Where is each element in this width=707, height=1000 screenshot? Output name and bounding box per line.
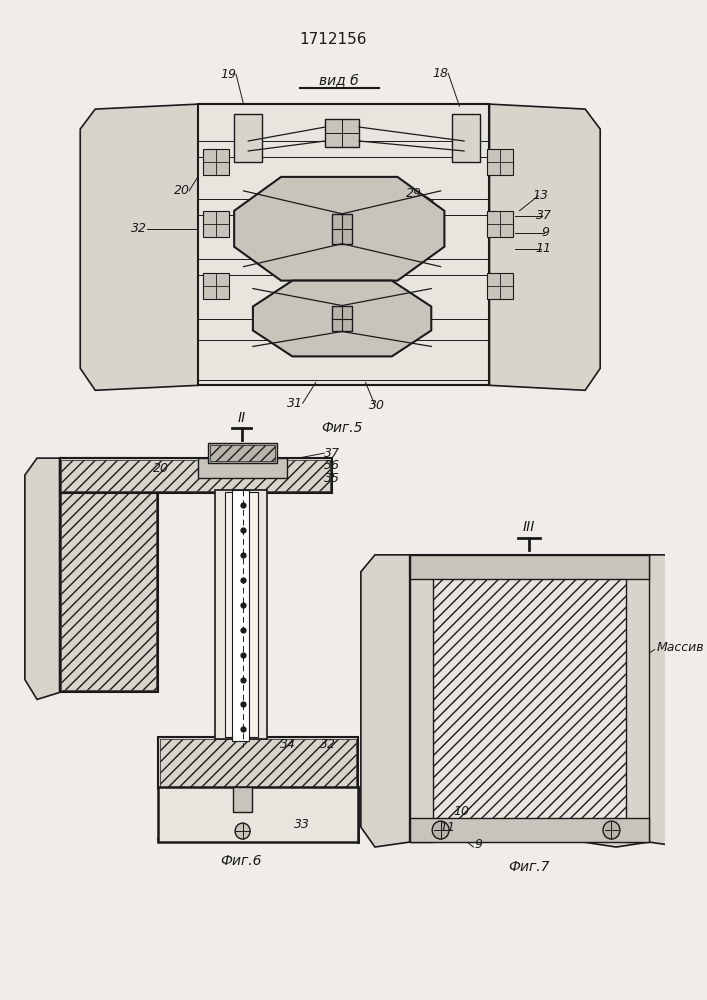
Bar [431,575,626,822]
Text: 29: 29 [407,187,422,200]
Bar [409,555,649,842]
Text: 35: 35 [324,472,340,485]
Bar [160,739,356,787]
Polygon shape [234,177,445,281]
Bar [332,214,352,244]
Text: 34: 34 [280,738,296,751]
Bar [325,119,359,147]
Bar [409,555,433,842]
Polygon shape [80,104,199,390]
Bar [199,104,489,385]
Text: Фиг.5: Фиг.5 [322,421,363,435]
Circle shape [235,823,250,839]
Polygon shape [583,555,649,847]
Text: вид б: вид б [320,74,359,88]
Text: Массив: Массив [657,641,704,654]
Bar [199,458,287,478]
Polygon shape [361,555,409,847]
Bar [208,443,277,463]
Polygon shape [489,104,600,390]
Text: 37: 37 [536,209,552,222]
Bar [203,149,230,175]
Text: 32: 32 [320,738,336,751]
Bar [62,460,330,491]
Bar [626,555,649,842]
Bar [59,458,332,493]
Text: 11: 11 [535,242,551,255]
Bar [486,149,513,175]
Text: 20: 20 [174,184,189,197]
Bar [158,787,358,842]
Bar [452,114,480,162]
Bar [409,818,649,842]
Text: 32: 32 [132,222,147,235]
Text: II: II [238,411,246,425]
Bar [225,492,257,737]
Bar [486,211,513,237]
Text: 9: 9 [474,838,482,851]
Bar [203,211,230,237]
Text: Фиг.6: Фиг.6 [220,854,262,868]
Bar [59,458,158,692]
Text: 33: 33 [293,818,310,831]
Text: 13: 13 [532,189,548,202]
Text: 10: 10 [453,805,469,818]
Bar [233,490,249,741]
Bar [233,787,252,812]
Bar [158,737,358,789]
Text: 30: 30 [369,399,385,412]
Bar [409,555,649,579]
Bar [486,273,513,299]
Text: Фиг.7: Фиг.7 [508,860,549,874]
Text: 1712156: 1712156 [299,32,366,47]
Text: 37: 37 [324,447,340,460]
Text: III: III [522,520,535,534]
Circle shape [603,821,620,839]
Polygon shape [649,555,698,847]
Polygon shape [253,281,431,356]
Polygon shape [25,458,59,699]
Text: 20: 20 [153,462,169,475]
Bar [210,445,276,461]
Text: 31: 31 [287,397,303,410]
Bar [332,306,352,331]
Bar [234,114,262,162]
Bar [203,273,230,299]
Circle shape [432,821,449,839]
Bar [216,490,267,739]
Bar [62,460,156,690]
Text: 18: 18 [433,67,449,80]
Text: 19: 19 [221,68,237,81]
Text: 9: 9 [542,226,550,239]
Text: 11: 11 [439,821,455,834]
Text: 36: 36 [324,459,340,472]
